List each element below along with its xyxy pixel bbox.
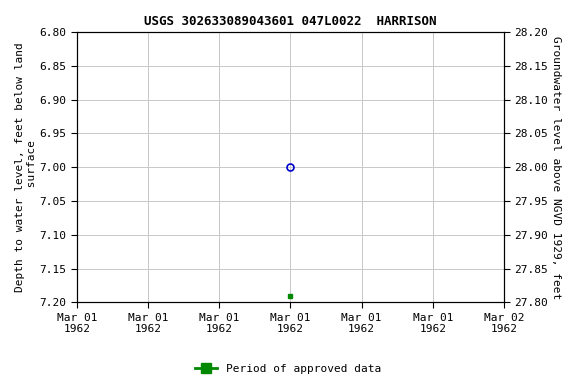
Title: USGS 302633089043601 047L0022  HARRISON: USGS 302633089043601 047L0022 HARRISON: [144, 15, 437, 28]
Y-axis label: Groundwater level above NGVD 1929, feet: Groundwater level above NGVD 1929, feet: [551, 36, 561, 299]
Legend: Period of approved data: Period of approved data: [191, 359, 385, 379]
Y-axis label: Depth to water level, feet below land
 surface: Depth to water level, feet below land su…: [15, 42, 37, 292]
